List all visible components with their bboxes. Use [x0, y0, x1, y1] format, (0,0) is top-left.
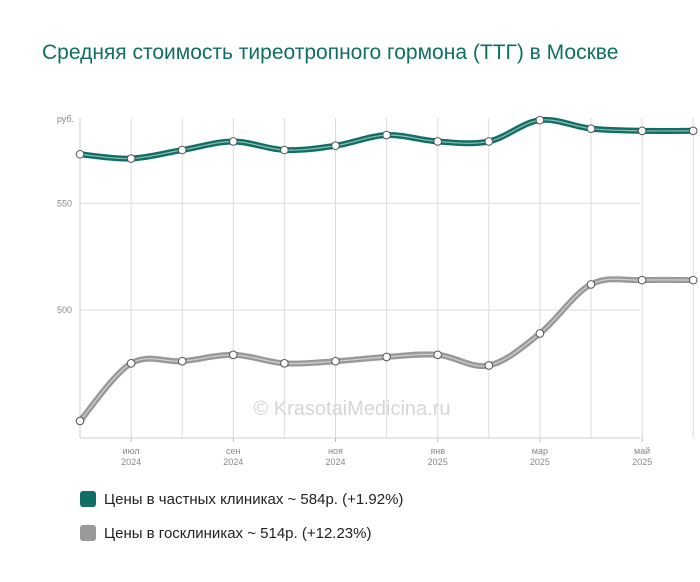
x-tick-label-year: 2025: [530, 457, 550, 467]
legend-swatch: [80, 525, 96, 541]
x-tick-label-year: 2024: [325, 457, 345, 467]
watermark: © KrasotaiMedicina.ru: [253, 398, 450, 420]
chart-title: Средняя стоимость тиреотропного гормона …: [42, 41, 619, 64]
data-point: [75, 149, 85, 159]
x-tick-label-year: 2024: [223, 457, 243, 467]
y-axis-unit-label: руб.: [57, 114, 74, 124]
x-tick-label-year: 2025: [632, 457, 652, 467]
data-point: [586, 280, 596, 289]
data-point: [331, 356, 340, 366]
legend-item: Цены в госклиниках ~ 514р. (+12.23%): [80, 522, 403, 544]
data-point: [535, 329, 545, 338]
data-point: [586, 124, 596, 133]
series-private-clinics: [75, 115, 698, 163]
data-point: [637, 275, 647, 285]
x-tick-label-month: ноя: [328, 446, 343, 456]
data-point: [535, 115, 545, 125]
data-point: [280, 359, 289, 368]
chart: руб.550500июл2024сен2024ноя2024янв2025ма…: [57, 114, 698, 467]
x-tick-label-month: сен: [226, 446, 241, 456]
x-tick-label-year: 2024: [121, 457, 141, 467]
x-tick-label-year: 2025: [428, 457, 448, 467]
data-point: [382, 352, 391, 362]
data-point: [688, 275, 698, 285]
x-tick-label-month: янв: [430, 446, 445, 456]
data-point: [433, 137, 443, 146]
legend-label: Цены в госклиниках ~ 514р. (+12.23%): [104, 524, 372, 542]
data-point: [177, 356, 187, 366]
y-tick-label: 500: [57, 305, 72, 315]
data-point: [229, 350, 238, 360]
data-point: [688, 126, 698, 136]
y-tick-label: 550: [57, 198, 72, 208]
legend-label: Цены в частных клиниках ~ 584р. (+1.92%): [104, 490, 404, 508]
data-point: [177, 145, 187, 155]
data-point: [382, 130, 391, 140]
data-point: [280, 145, 289, 155]
data-point: [126, 154, 136, 163]
series-public-clinics: [75, 275, 698, 426]
data-point: [331, 141, 340, 151]
legend: Цены в частных клиниках ~ 584р. (+1.92%)…: [80, 488, 403, 556]
data-point: [75, 416, 85, 426]
x-tick-label-month: июл: [123, 446, 140, 456]
data-point: [484, 361, 494, 370]
data-point: [126, 359, 136, 368]
legend-item: Цены в частных клиниках ~ 584р. (+1.92%): [80, 488, 403, 510]
data-point: [433, 350, 443, 360]
data-point: [229, 137, 238, 146]
legend-swatch: [80, 491, 96, 507]
x-tick-label-month: май: [634, 446, 650, 456]
x-tick-label-month: мар: [532, 446, 548, 456]
data-point: [637, 126, 647, 136]
data-point: [484, 137, 494, 146]
